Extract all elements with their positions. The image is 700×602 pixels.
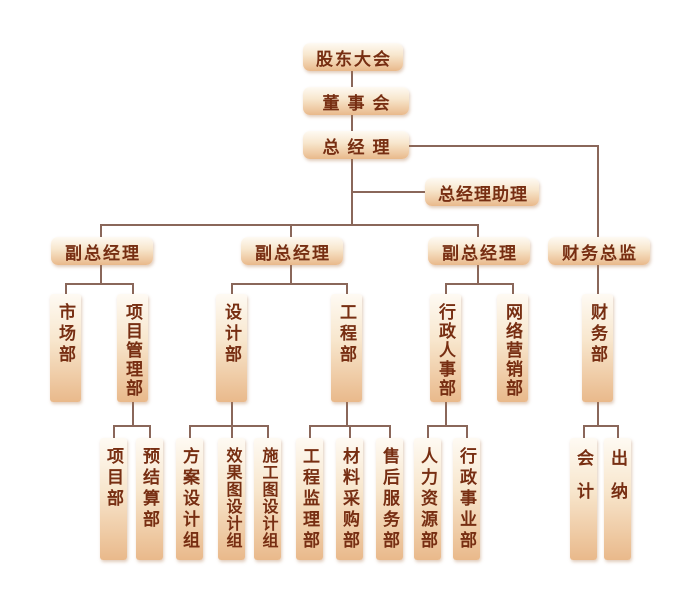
node-label: 副总经理	[255, 243, 331, 263]
node-deputy-gm-3: 副总经理	[428, 237, 530, 265]
node-label: 副总经理	[442, 243, 518, 263]
node-label: 网络营销部	[503, 303, 522, 398]
node-shareholders-meeting: 股东大会	[303, 43, 403, 71]
node-rendering-design-group: 效果图设计组	[218, 438, 245, 560]
node-after-sales-dept: 售后服务部	[376, 438, 403, 560]
node-label: 预结算部	[140, 447, 159, 531]
node-label: 行政人事部	[436, 303, 455, 398]
node-deputy-gm-2: 副总经理	[241, 237, 343, 265]
node-label: 财务部	[588, 303, 607, 366]
node-label: 股东大会	[316, 49, 392, 69]
node-supervision-dept: 工程监理部	[296, 438, 323, 560]
node-label: 项目管理部	[123, 303, 142, 398]
node-gm-assistant: 总经理助理	[425, 178, 539, 206]
node-label: 人力资源部	[418, 447, 437, 552]
node-label: 出纳	[608, 449, 627, 515]
node-board-of-directors: 董事会	[303, 87, 409, 115]
node-label: 方案设计组	[180, 447, 199, 552]
node-label: 会计	[574, 449, 593, 515]
node-finance-dept: 财务部	[582, 294, 613, 402]
node-label: 财务总监	[562, 243, 638, 263]
node-label: 售后服务部	[380, 447, 399, 552]
node-finance-director: 财务总监	[548, 237, 650, 265]
node-accounting: 会计	[570, 438, 597, 560]
node-label: 董事会	[322, 93, 398, 113]
node-hr-dept: 人力资源部	[414, 438, 441, 560]
node-project-mgmt-dept: 项目管理部	[117, 294, 148, 402]
node-construction-drawing-group: 施工图设计组	[254, 438, 281, 560]
node-cashier: 出纳	[604, 438, 631, 560]
node-label: 材料采购部	[340, 447, 359, 552]
node-label: 工程部	[337, 303, 356, 366]
node-design-dept: 设计部	[216, 294, 247, 402]
node-admin-hr-dept: 行政人事部	[430, 294, 461, 402]
node-label: 效果图设计组	[223, 447, 241, 549]
node-project-dept: 项目部	[100, 438, 127, 560]
node-label: 设计部	[222, 303, 241, 366]
node-label: 项目部	[104, 447, 123, 510]
node-engineering-dept: 工程部	[331, 294, 362, 402]
node-label: 总经理助理	[438, 184, 528, 204]
node-label: 工程监理部	[300, 447, 319, 552]
node-label: 副总经理	[65, 243, 141, 263]
node-web-marketing-dept: 网络营销部	[497, 294, 528, 402]
node-admin-affairs-dept: 行政事业部	[453, 438, 480, 560]
node-label: 市场部	[56, 303, 75, 366]
node-procurement-dept: 材料采购部	[336, 438, 363, 560]
node-scheme-design-group: 方案设计组	[176, 438, 203, 560]
node-general-manager: 总经理	[303, 131, 409, 159]
node-label: 总经理	[322, 137, 398, 157]
node-label: 行政事业部	[457, 447, 476, 552]
node-label: 施工图设计组	[259, 447, 277, 549]
node-budget-settlement-dept: 预结算部	[136, 438, 163, 560]
node-marketing-dept: 市场部	[50, 294, 81, 402]
node-deputy-gm-1: 副总经理	[51, 237, 153, 265]
